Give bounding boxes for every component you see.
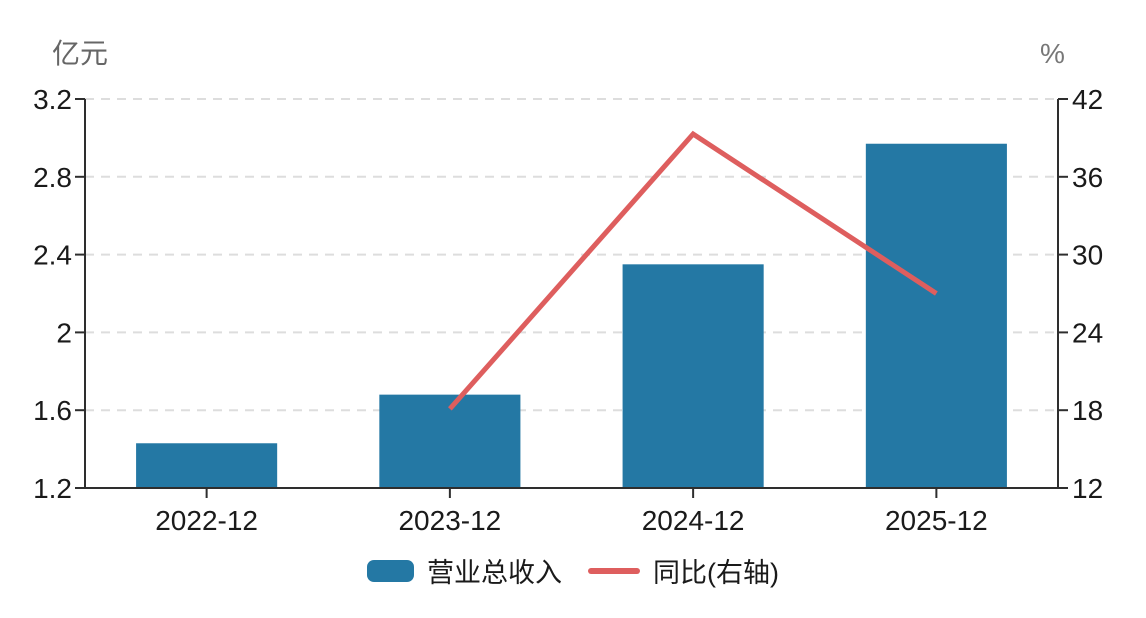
left-axis-label-1.2: 1.2 bbox=[33, 473, 72, 504]
legend-label-yoy: 同比(右轴) bbox=[653, 558, 779, 588]
right-axis-label-24: 24 bbox=[1072, 317, 1103, 348]
legend: 营业总收入 同比(右轴) bbox=[0, 551, 1146, 590]
x-axis-label-2023-12: 2023-12 bbox=[398, 505, 501, 536]
legend-item-revenue[interactable]: 营业总收入 bbox=[367, 551, 562, 590]
right-axis-label-12: 12 bbox=[1072, 473, 1103, 504]
right-axis-title: % bbox=[1040, 38, 1065, 69]
legend-label-revenue: 营业总收入 bbox=[427, 558, 562, 588]
yoy-line[interactable] bbox=[448, 130, 938, 411]
x-axis-label-2025-12: 2025-12 bbox=[885, 505, 988, 536]
right-axis-label-42: 42 bbox=[1072, 84, 1103, 115]
left-axis-label-1.6: 1.6 bbox=[33, 395, 72, 426]
yoy-line-swatch bbox=[588, 567, 640, 574]
revenue-bar-2022-12[interactable] bbox=[136, 443, 278, 488]
right-axis-label-30: 30 bbox=[1072, 240, 1103, 271]
left-axis-label-2.4: 2.4 bbox=[33, 240, 72, 271]
revenue-bar-2023-12[interactable] bbox=[379, 394, 521, 488]
right-axis-label-36: 36 bbox=[1072, 162, 1103, 193]
right-axis-label-18: 18 bbox=[1072, 395, 1103, 426]
x-axis-label-2024-12: 2024-12 bbox=[642, 505, 745, 536]
left-axis-title: 亿元 bbox=[52, 38, 109, 69]
revenue-bar-2024-12[interactable] bbox=[622, 264, 764, 488]
left-axis-label-2: 2 bbox=[56, 317, 72, 348]
x-axis-label-2022-12: 2022-12 bbox=[155, 505, 258, 536]
revenue-bar-2025-12[interactable] bbox=[865, 143, 1007, 489]
revenue-bar-swatch bbox=[367, 559, 414, 582]
left-axis-label-2.8: 2.8 bbox=[33, 162, 72, 193]
legend-item-yoy[interactable]: 同比(右轴) bbox=[588, 551, 779, 590]
left-axis-label-3.2: 3.2 bbox=[33, 84, 72, 115]
